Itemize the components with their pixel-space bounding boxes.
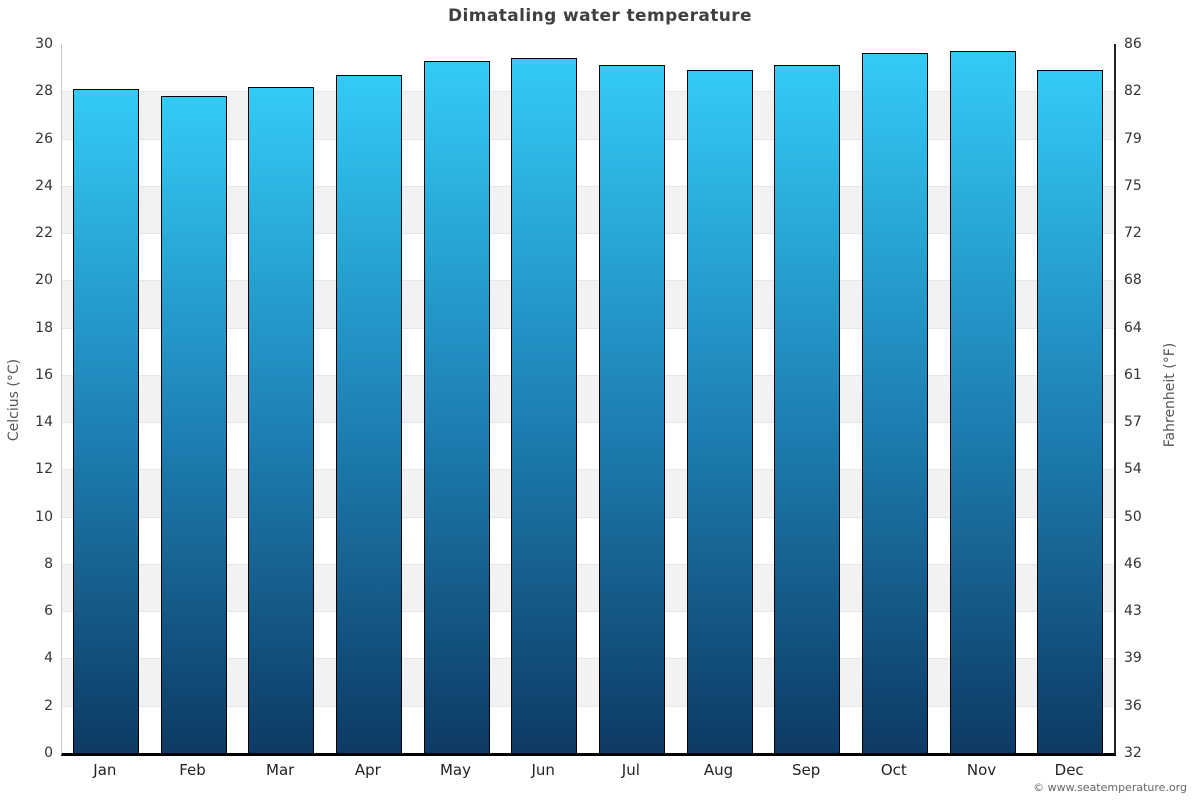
gridline <box>62 422 1114 424</box>
watermark: © www.seatemperature.org <box>1033 781 1187 794</box>
gridline <box>62 91 1114 93</box>
ytick-celsius-6: 6 <box>44 603 53 620</box>
ytick-celsius-20: 20 <box>35 272 53 289</box>
gridline <box>62 374 1114 376</box>
ytick-celsius-28: 28 <box>35 83 53 100</box>
ytick-fahrenheit-32: 32 <box>1124 745 1142 761</box>
bar-oct[interactable] <box>861 53 928 753</box>
plot-band <box>62 658 1114 706</box>
xlabel-feb: Feb <box>179 761 206 779</box>
bar-apr[interactable] <box>335 74 402 753</box>
ytick-fahrenheit-36: 36 <box>1124 697 1142 714</box>
bar-jul[interactable] <box>598 65 665 753</box>
bar-feb[interactable] <box>160 96 227 753</box>
ytick-fahrenheit-54: 54 <box>1124 461 1142 478</box>
bar-aug[interactable] <box>686 70 753 753</box>
gridline <box>62 469 1114 471</box>
ytick-fahrenheit-39: 39 <box>1124 650 1142 667</box>
xlabel-oct: Oct <box>880 761 907 779</box>
ytick-fahrenheit-82: 82 <box>1124 83 1142 100</box>
ytick-celsius-10: 10 <box>35 508 53 525</box>
gridline <box>62 705 1114 707</box>
plot-band <box>62 563 1114 612</box>
ytick-celsius-8: 8 <box>44 555 53 572</box>
gridline <box>62 233 1114 235</box>
bar-sep[interactable] <box>774 65 841 753</box>
bar-mar[interactable] <box>248 86 315 753</box>
ytick-celsius-14: 14 <box>35 414 53 431</box>
ytick-fahrenheit-46: 46 <box>1124 555 1142 572</box>
gridline <box>62 563 1114 565</box>
ytick-celsius-16: 16 <box>35 366 53 383</box>
ytick-fahrenheit-64: 64 <box>1124 319 1142 336</box>
ytick-celsius-12: 12 <box>35 461 53 478</box>
ytick-fahrenheit-75: 75 <box>1124 177 1142 194</box>
xlabel-jun: Jun <box>531 761 555 779</box>
ytick-fahrenheit-50: 50 <box>1124 508 1142 525</box>
ytick-celsius-22: 22 <box>35 225 53 242</box>
xlabel-sep: Sep <box>792 761 821 779</box>
right-axis-title: Fahrenheit (°F) <box>1162 342 1178 448</box>
ytick-fahrenheit-79: 79 <box>1124 130 1142 147</box>
bar-may[interactable] <box>423 60 490 753</box>
gridline <box>62 280 1114 282</box>
plot-band <box>62 91 1114 139</box>
xlabel-jan: Jan <box>93 761 117 779</box>
gridline <box>62 185 1114 187</box>
gridline <box>62 516 1114 518</box>
plot-band <box>62 280 1114 328</box>
xlabel-nov: Nov <box>966 761 997 779</box>
ytick-fahrenheit-72: 72 <box>1124 225 1142 242</box>
bar-dec[interactable] <box>1037 70 1104 753</box>
ytick-fahrenheit-68: 68 <box>1124 272 1142 289</box>
ytick-fahrenheit-86: 86 <box>1124 36 1142 52</box>
plot-band <box>62 469 1114 517</box>
ytick-celsius-2: 2 <box>44 697 53 714</box>
ytick-celsius-0: 0 <box>44 745 53 761</box>
bar-jun[interactable] <box>511 58 578 753</box>
ytick-celsius-26: 26 <box>35 130 53 147</box>
ytick-celsius-24: 24 <box>35 177 53 194</box>
ytick-fahrenheit-43: 43 <box>1124 603 1142 620</box>
chart-title: Dimataling water temperature <box>448 6 752 26</box>
bar-nov[interactable] <box>949 51 1016 753</box>
plot-band <box>62 374 1114 423</box>
ytick-celsius-30: 30 <box>35 36 53 52</box>
gridline <box>62 138 1114 140</box>
plot-area <box>61 44 1116 756</box>
gridline <box>62 327 1114 329</box>
xlabel-dec: Dec <box>1054 761 1084 779</box>
ytick-celsius-18: 18 <box>35 319 53 336</box>
xlabel-jul: Jul <box>621 761 640 779</box>
ytick-fahrenheit-57: 57 <box>1124 414 1142 431</box>
gridline <box>62 658 1114 660</box>
xlabel-apr: Apr <box>354 761 381 779</box>
plot-band <box>62 185 1114 234</box>
xlabel-aug: Aug <box>703 761 734 779</box>
ytick-celsius-4: 4 <box>44 650 53 667</box>
xlabel-mar: Mar <box>266 761 295 779</box>
gridline <box>62 611 1114 613</box>
xlabel-may: May <box>439 761 472 779</box>
bar-jan[interactable] <box>72 88 139 753</box>
ytick-fahrenheit-61: 61 <box>1124 366 1142 383</box>
